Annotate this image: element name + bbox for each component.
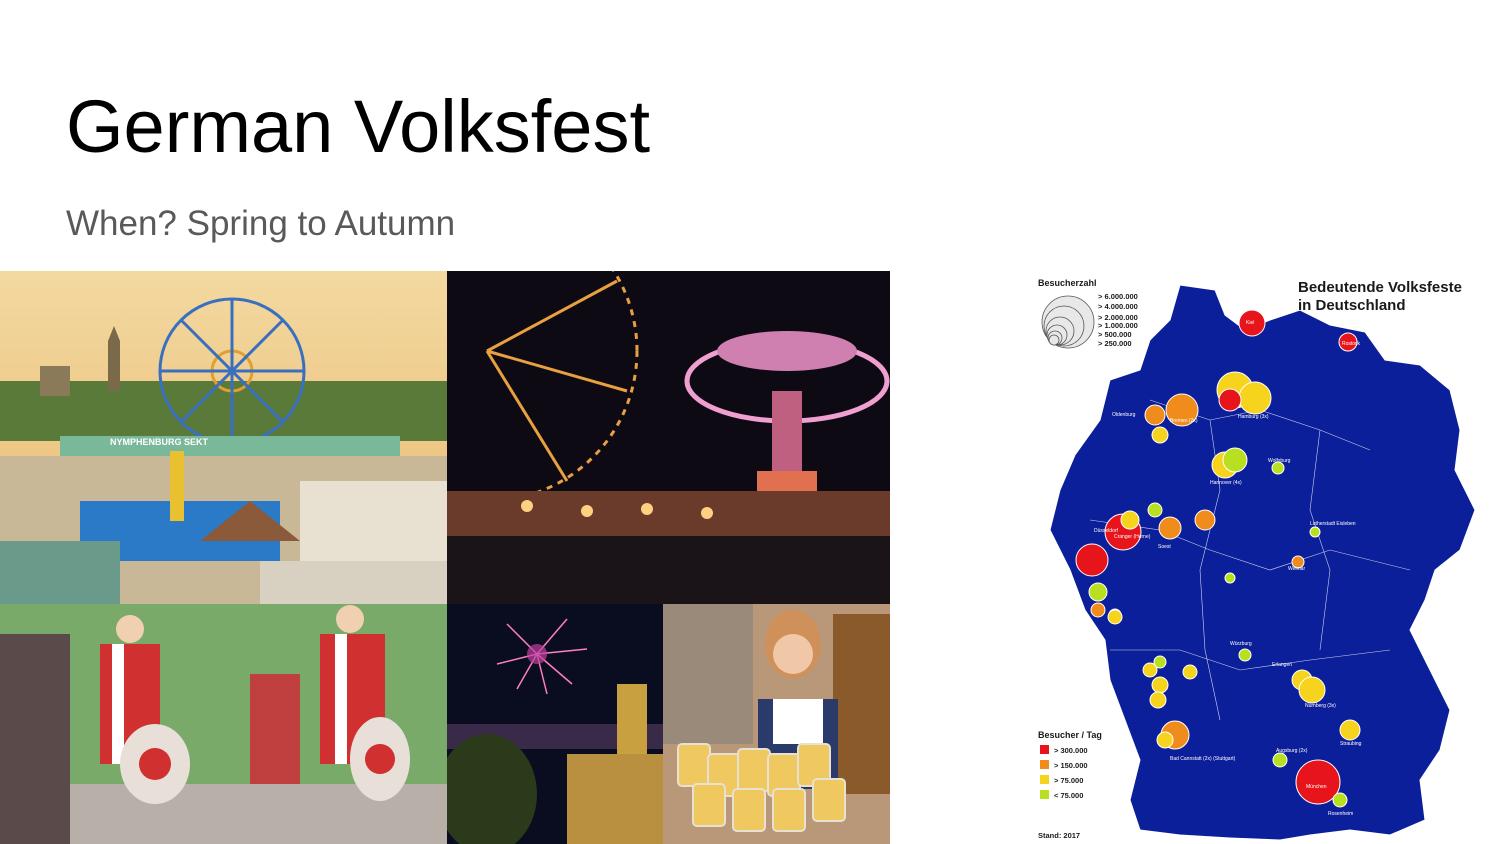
city-label: Hannover (4x) [1210, 480, 1242, 486]
per-day-legend-item: < 75.000 [1054, 791, 1083, 800]
legend-swatch-red [1040, 745, 1049, 754]
oktoberfest-panorama-photo: NYMPHENBURG SEKT [0, 271, 447, 604]
visitors-legend-item: > 250.000 [1098, 339, 1132, 348]
ferris-wheel-icon [158, 297, 306, 445]
city-label: Soest [1158, 544, 1171, 550]
night-rides-photo [447, 271, 890, 604]
per-day-legend-title: Besucher / Tag [1038, 730, 1102, 740]
city-label: Nürnberg (3x) [1305, 703, 1336, 709]
legend-swatch-green [1040, 790, 1049, 799]
visitors-legend-item: > 2.000.000 [1098, 313, 1138, 322]
fireworks-castle-photo [447, 604, 663, 844]
city-label: Augsburg (2x) [1276, 748, 1308, 754]
map-title-line1: Bedeutende Volksfeste [1298, 279, 1462, 296]
beer-mugs-icon [677, 743, 846, 832]
beer-waitress-photo [663, 604, 890, 844]
city-label: Würzburg [1230, 641, 1252, 647]
city-label: Rostock [1342, 341, 1361, 347]
per-day-legend-item: > 300.000 [1054, 746, 1088, 755]
visitors-legend-item: > 1.000.000 [1098, 321, 1138, 330]
city-label: Kiel [1246, 320, 1254, 326]
city-label: Lutherstadt Eisleben [1310, 521, 1356, 527]
visitors-legend-title: Besucherzahl [1038, 278, 1097, 288]
slide-subtitle: When? Spring to Autumn [66, 204, 456, 243]
ferris-wheel-lights-icon [447, 271, 639, 503]
nymphenburg-sign: NYMPHENBURG SEKT [110, 437, 209, 447]
per-day-legend-item: > 75.000 [1054, 776, 1083, 785]
visitors-legend-item: > 6.000.000 [1098, 292, 1138, 301]
city-label: Düsseldorf [1094, 528, 1119, 534]
city-label: Rosenheim [1328, 811, 1353, 817]
slide-title: German Volksfest [66, 85, 651, 168]
marching-drummers-photo [0, 604, 447, 844]
city-label: Erlangen [1272, 662, 1292, 668]
city-label: Oldenburg [1112, 412, 1136, 418]
city-label: Straubing [1340, 741, 1362, 747]
city-label: Bad Cannstatt (2x) (Stuttgart) [1170, 756, 1236, 762]
visitors-legend-item: > 4.000.000 [1098, 302, 1138, 311]
legend-swatch-orange [1040, 760, 1049, 769]
volksfest-map: Kiel Rostock Hamburg (3x) Bremen (2x) Ol… [1030, 270, 1500, 844]
city-label: München [1306, 784, 1327, 790]
city-label: Cranger (Herne) [1114, 534, 1151, 540]
city-label: Wolfsburg [1268, 458, 1291, 464]
map-title-line2: in Deutschland [1298, 297, 1406, 314]
city-label: Hamburg (3x) [1238, 414, 1269, 420]
drummer-figure-icon [320, 605, 410, 801]
drummer-figure-icon [100, 615, 190, 804]
visitors-legend-item: > 500.000 [1098, 330, 1132, 339]
per-day-legend-item: > 150.000 [1054, 761, 1088, 770]
map-stand-date: Stand: 2017 [1038, 831, 1080, 840]
city-label: Bremen (2x) [1170, 418, 1198, 424]
visitors-size-legend-icon [1041, 295, 1095, 349]
legend-swatch-yellow [1040, 775, 1049, 784]
city-label: Weimar [1288, 566, 1305, 572]
